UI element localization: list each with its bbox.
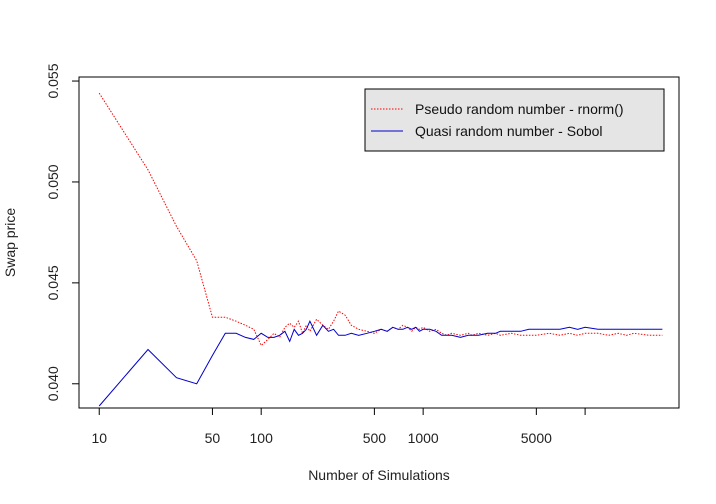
legend-box — [364, 88, 665, 152]
y-axis-title: Swap price — [2, 208, 18, 277]
series-layer — [98, 92, 663, 407]
series-line-pseudo-random — [98, 92, 663, 347]
y-tick-label: 0.055 — [45, 63, 61, 98]
y-tick-label: 0.040 — [45, 366, 61, 401]
x-axis-title: Number of Simulations — [308, 467, 450, 483]
y-axis: 0.040 0.045 0.050 0.055 — [45, 63, 80, 401]
legend-label: Pseudo random number - rnorm() — [415, 101, 624, 117]
x-tick-label: 500 — [363, 430, 387, 446]
y-tick-label: 0.045 — [45, 265, 61, 300]
x-tick-label: 1000 — [408, 430, 439, 446]
x-axis: 10 50 100 500 1000 5000 — [91, 407, 586, 446]
legend-label: Quasi random number - Sobol — [415, 123, 603, 139]
x-tick-label: 100 — [250, 430, 274, 446]
legend: Pseudo random number - rnorm() Quasi rand… — [364, 88, 665, 152]
y-tick-label: 0.050 — [45, 164, 61, 199]
x-tick-label: 10 — [91, 430, 107, 446]
x-tick-label: 50 — [205, 430, 221, 446]
x-tick-label: 5000 — [521, 430, 552, 446]
series-line-quasi-random — [98, 320, 663, 407]
